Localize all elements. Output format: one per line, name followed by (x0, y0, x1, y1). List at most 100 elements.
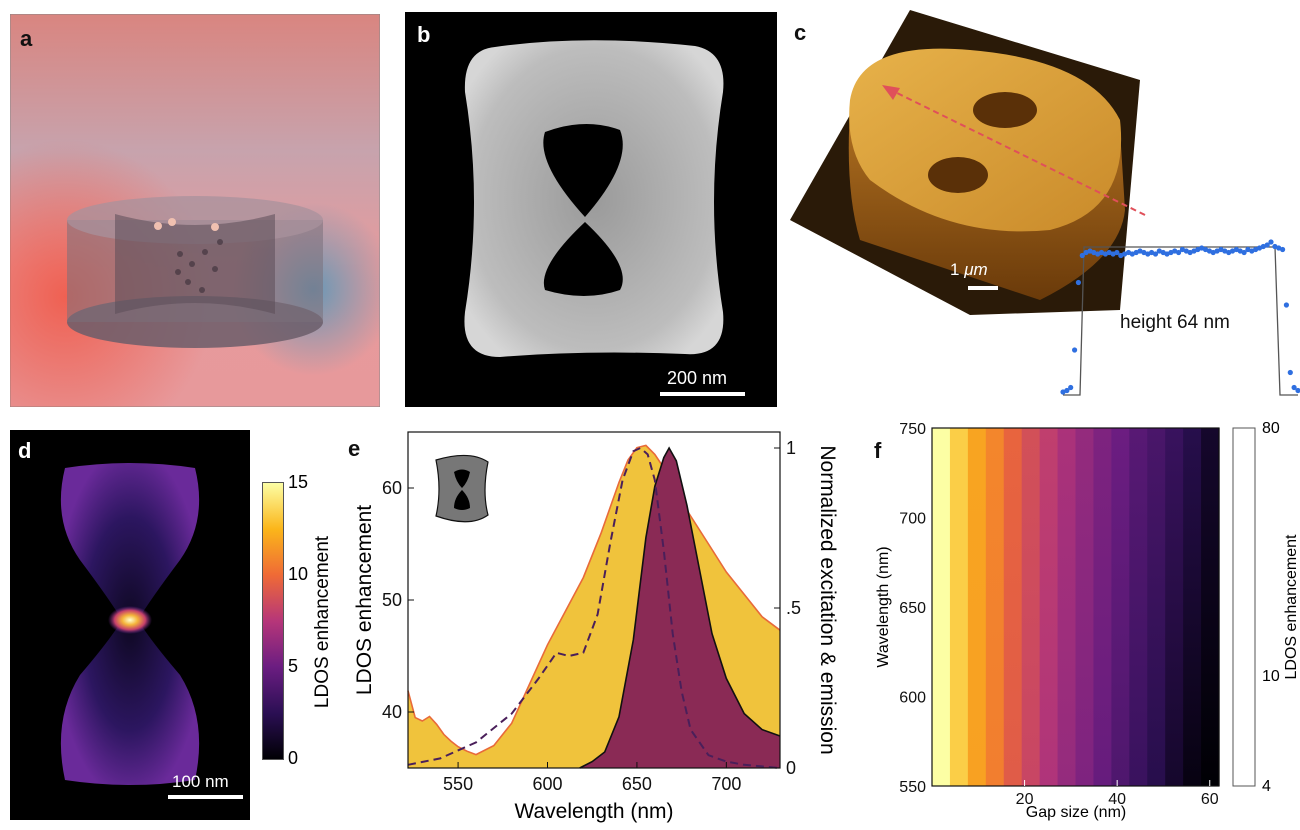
profile-point (1280, 246, 1286, 253)
chart-f: 20 40 60 550 600 650 700 750 (899, 421, 1256, 808)
heatmap-column (1129, 428, 1148, 786)
profile-point (1079, 252, 1085, 259)
profile-point (1287, 369, 1293, 376)
scale-bar-label-d: 100 nm (172, 772, 229, 791)
e-xtick-label: 700 (711, 774, 741, 794)
profile-point (1083, 249, 1089, 256)
profile-point (1245, 246, 1251, 253)
afm-scale-bar-label: 1 μm (950, 260, 988, 280)
heatmap-column (1075, 428, 1095, 786)
f-ytick-label: 550 (899, 779, 926, 796)
heatmap-column (1003, 428, 1023, 786)
profile-point (1068, 384, 1074, 391)
colorbar-d (262, 482, 284, 760)
e-y2tick-label: .5 (786, 598, 801, 618)
profile-point (1098, 249, 1105, 256)
profile-point (1283, 302, 1289, 308)
profile-point (1091, 249, 1097, 256)
profile-point (1176, 249, 1182, 256)
e-y2tick-label: 0 (786, 758, 796, 778)
f-ylabel: Wavelength (nm) (875, 546, 892, 668)
e-series-0-line (407, 444, 781, 756)
colorbar-d-label: LDOS enhancement (312, 535, 333, 709)
heatmap-column (1021, 428, 1041, 786)
heatmap-column (985, 428, 1005, 786)
profile-point (1152, 251, 1159, 257)
heatmap-column (1057, 428, 1077, 786)
e-xtick-label: 650 (622, 774, 652, 794)
heatmap-column (1183, 428, 1202, 786)
panel-b: b 200 nm (405, 12, 777, 407)
heatmap-column (1147, 428, 1166, 786)
e-series-1-line (579, 446, 781, 769)
profile-point (1295, 387, 1300, 394)
panel-c: c 1 μm height 64 nm (790, 10, 1300, 410)
colorbar-d-tick-15: 15 (288, 472, 309, 492)
e-y2label: Normalized excitation & emission (816, 445, 839, 755)
profile-point (1214, 248, 1220, 254)
panel-d: d 100 nm (10, 430, 250, 820)
profile-point (1222, 248, 1228, 254)
e-y2tick-label: 1 (786, 438, 796, 458)
afm-scale-bar-unit: μm (964, 260, 988, 279)
sem-image (464, 40, 745, 396)
f-ytick-label: 650 (899, 600, 926, 617)
scale-bar-label: 200 nm (667, 368, 728, 388)
e-xtick-label: 550 (443, 774, 473, 794)
colorbar-f-tick-10: 10 (1262, 668, 1280, 685)
colorbar-f-tick-80: 80 (1262, 420, 1280, 437)
colorbar-d-tick-5: 5 (288, 656, 299, 676)
f-xtick-label: 20 (1016, 791, 1034, 808)
e-ytick-label: 60 (382, 478, 402, 498)
profile-point (1210, 249, 1216, 256)
profile-point (1072, 347, 1078, 353)
profile-point (1291, 384, 1297, 391)
plot-frame-f (931, 427, 1220, 787)
height-text: height 64 nm (1120, 312, 1230, 333)
profile-point (1268, 239, 1274, 245)
panel-e: 550 600 650 700 40 50 60 0.5 1 e Wavelength (nm)… (340, 420, 860, 825)
colorbar-f-tick-4: 4 (1262, 778, 1271, 795)
panel-label-d: d (18, 438, 32, 463)
e-ytick-label: 50 (382, 590, 402, 610)
panel-label-e: e (348, 436, 361, 461)
profile-point (1122, 251, 1128, 257)
profile-point (1164, 251, 1170, 257)
profile-point (1060, 389, 1066, 395)
profile-point (1187, 249, 1193, 256)
heatmap-column (949, 428, 969, 786)
f-xtick-label: 40 (1108, 791, 1126, 808)
panel-label-a: a (20, 26, 33, 51)
afm-image (790, 10, 1146, 315)
panel-label-b: b (417, 22, 431, 47)
heatmap-column (1201, 428, 1220, 786)
heatmap-column (1039, 428, 1059, 786)
panel-label-f: f (874, 438, 882, 463)
profile-point (1237, 248, 1243, 254)
profile-point (1156, 248, 1162, 254)
render-illustration (9, 13, 381, 408)
profile-point (1114, 249, 1120, 256)
heatmap-column (1093, 428, 1112, 786)
heatmap-column (932, 428, 951, 786)
heatmap-column (1165, 428, 1184, 786)
colorbar-d-tick-10: 10 (288, 564, 309, 584)
f-ytick-label: 700 (899, 511, 926, 528)
profile-point (1129, 251, 1135, 257)
height-profile (1060, 239, 1300, 396)
profile-point (1260, 243, 1266, 250)
profile-point (1241, 249, 1247, 256)
profile-point (1179, 246, 1185, 253)
afm-scale-bar-value: 1 (950, 260, 960, 279)
f-xtick-label: 60 (1201, 791, 1219, 808)
profile-point (1229, 248, 1236, 254)
colorbar-f-label: LDOS enhancement (1283, 534, 1300, 680)
panel-a: a (9, 13, 381, 408)
profile-point (1064, 387, 1070, 394)
profile-point (1149, 249, 1155, 256)
e-ylabel: LDOS enhancement (353, 504, 376, 696)
e-xtick-label: 600 (532, 774, 562, 794)
e-xlabel: Wavelength (nm) (514, 800, 674, 823)
e-ytick-label: 40 (382, 702, 402, 722)
